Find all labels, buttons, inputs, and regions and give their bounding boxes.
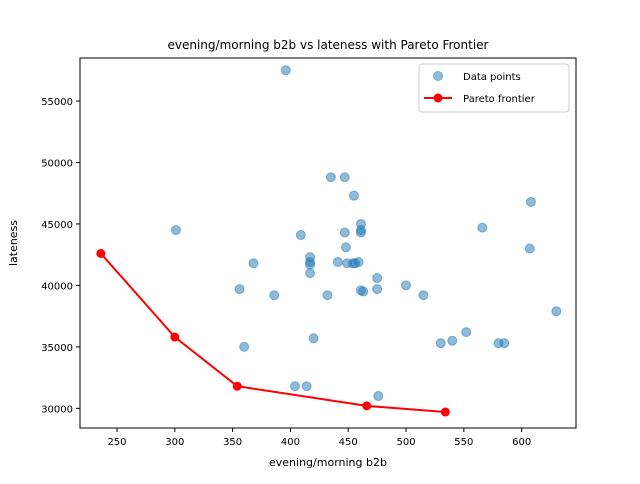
data-point <box>447 335 458 346</box>
x-tick-label: 450 <box>339 437 358 448</box>
legend-marker-pareto <box>433 93 443 103</box>
data-point <box>355 227 366 238</box>
data-point <box>322 290 333 301</box>
data-point <box>295 230 306 241</box>
data-point <box>461 327 472 338</box>
pareto-point <box>362 401 372 411</box>
chart-title: evening/morning b2b vs lateness with Par… <box>168 38 489 52</box>
pareto-point <box>96 248 106 258</box>
data-point <box>353 257 364 268</box>
data-point <box>477 222 488 233</box>
pareto-series <box>96 248 450 417</box>
y-tick-label: 50000 <box>41 158 73 169</box>
data-point <box>339 227 350 238</box>
legend: Data points Pareto frontier <box>418 63 570 113</box>
data-point <box>239 341 250 352</box>
legend-marker-data-points <box>433 71 443 81</box>
data-point <box>499 338 510 349</box>
y-tick-label: 55000 <box>41 97 73 108</box>
data-point <box>372 273 383 284</box>
x-tick-label: 250 <box>107 437 126 448</box>
data-point <box>280 65 291 76</box>
data-point <box>332 257 343 268</box>
y-tick-label: 40000 <box>41 281 73 292</box>
data-point <box>170 225 181 236</box>
data-point <box>340 242 351 253</box>
data-point <box>339 172 350 183</box>
y-tick-label: 30000 <box>41 404 73 415</box>
y-axis: 30000 35000 40000 45000 50000 55000 <box>41 97 80 415</box>
x-tick-label: 300 <box>165 437 184 448</box>
data-point <box>342 258 353 269</box>
pareto-point <box>170 332 180 342</box>
x-tick-label: 500 <box>396 437 415 448</box>
y-tick-label: 45000 <box>41 220 73 231</box>
data-point <box>418 290 429 301</box>
data-point <box>551 306 562 317</box>
scatter-series <box>170 65 562 402</box>
data-point <box>308 333 319 344</box>
x-tick-label: 400 <box>281 437 300 448</box>
x-tick-label: 550 <box>454 437 473 448</box>
y-axis-label: lateness <box>7 220 20 266</box>
x-axis-label: evening/morning b2b <box>269 456 387 469</box>
legend-box <box>418 63 570 113</box>
data-point <box>372 284 383 295</box>
data-point <box>305 268 316 279</box>
data-point <box>401 280 412 291</box>
data-point <box>290 381 301 392</box>
x-axis: 250 300 350 400 450 500 550 600 <box>107 428 531 448</box>
data-point <box>435 338 446 349</box>
plot-frame <box>79 57 577 429</box>
data-point <box>358 286 369 297</box>
legend-label-data-points: Data points <box>463 72 521 83</box>
data-point <box>349 190 360 201</box>
plot-area <box>80 58 576 428</box>
data-point <box>524 243 535 254</box>
y-tick-label: 35000 <box>41 343 73 354</box>
data-point <box>234 284 245 295</box>
pareto-point <box>232 381 242 391</box>
data-point <box>325 172 336 183</box>
data-point <box>269 290 280 301</box>
data-point <box>305 259 316 270</box>
data-point <box>525 196 536 207</box>
data-point <box>301 381 312 392</box>
data-point <box>248 258 259 269</box>
data-point <box>373 391 384 402</box>
pareto-point <box>440 407 450 417</box>
x-tick-label: 600 <box>512 437 531 448</box>
legend-label-pareto: Pareto frontier <box>463 94 536 105</box>
x-tick-label: 350 <box>223 437 242 448</box>
